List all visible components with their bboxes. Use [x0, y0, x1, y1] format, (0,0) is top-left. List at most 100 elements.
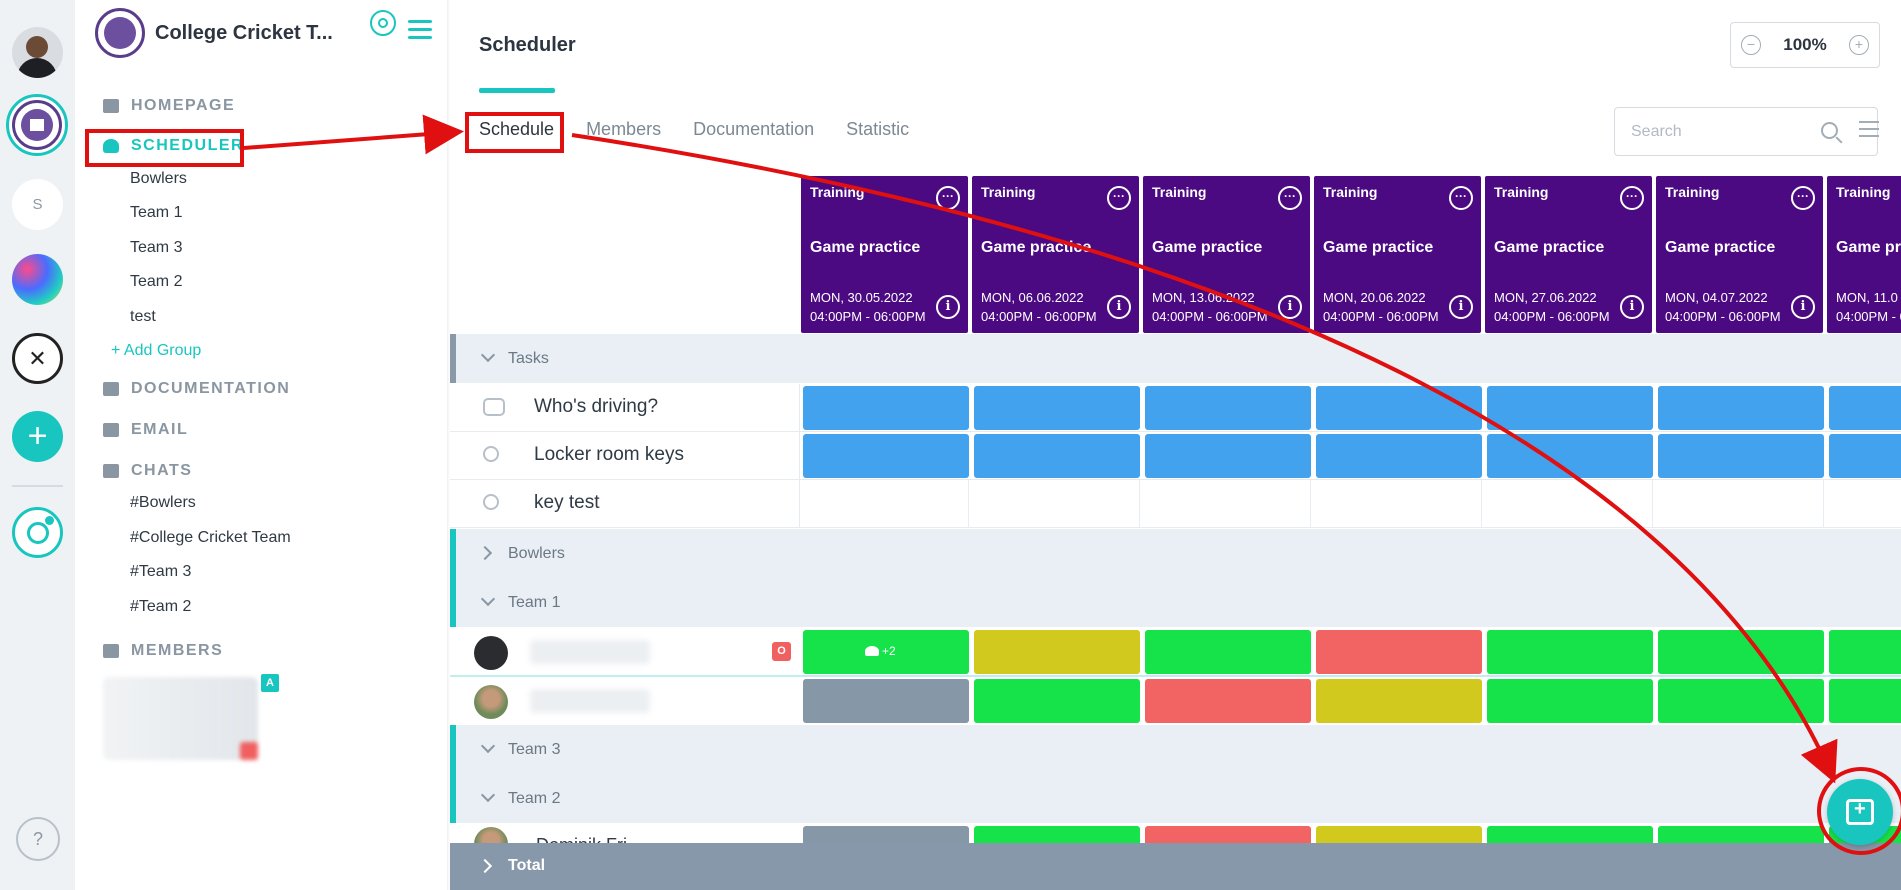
member-1-availability-cell[interactable]: +2	[803, 630, 969, 674]
sidebar-item-email[interactable]: EMAIL	[103, 421, 188, 439]
info-icon[interactable]: i	[1620, 295, 1644, 319]
sidebar-item-documentation[interactable]: DOCUMENTATION	[103, 380, 290, 398]
more-options-icon[interactable]: ···	[1107, 186, 1131, 210]
info-icon[interactable]: i	[936, 295, 960, 319]
task-whos-driving-cell[interactable]	[803, 386, 969, 430]
avatar[interactable]	[474, 685, 508, 719]
task-locker-room-keys-cell[interactable]	[1145, 434, 1311, 478]
task-key-test-cell[interactable]	[1316, 480, 1482, 528]
task-whos-driving-cell[interactable]	[1145, 386, 1311, 430]
avatar[interactable]	[474, 827, 508, 845]
task-locker-room-keys-cell[interactable]	[1829, 434, 1901, 478]
chat-bowlers[interactable]: #Bowlers	[130, 494, 196, 511]
member-preview-blurred[interactable]	[103, 677, 258, 760]
member-2-availability-cell[interactable]	[974, 679, 1140, 723]
info-icon[interactable]: i	[1107, 295, 1131, 319]
more-options-icon[interactable]: ···	[1620, 186, 1644, 210]
info-icon[interactable]: i	[1791, 295, 1815, 319]
task-whos-driving-cell[interactable]	[1316, 386, 1482, 430]
event-header[interactable]: Training ··· Game practice MON, 30.05.2022 0…	[801, 176, 968, 333]
task-key-test-cell[interactable]	[1658, 480, 1824, 528]
task-locker-room-keys-cell[interactable]	[803, 434, 969, 478]
group-row-bowlers[interactable]: Bowlers	[450, 529, 1901, 578]
sidebar-group-team-2[interactable]: Team 2	[130, 273, 183, 290]
task-key-test-cell[interactable]	[803, 480, 969, 528]
member-1-availability-cell[interactable]	[1487, 630, 1653, 674]
info-icon[interactable]: i	[1278, 295, 1302, 319]
member-1-availability-cell[interactable]	[974, 630, 1140, 674]
task-locker-room-keys-cell[interactable]	[1487, 434, 1653, 478]
tab-documentation[interactable]: Documentation	[693, 119, 815, 139]
tab-statistic[interactable]: Statistic	[846, 119, 910, 139]
event-header[interactable]: Training ··· Game practice MON, 20.06.2022 0…	[1314, 176, 1481, 333]
task-locker-room-keys-cell[interactable]	[1316, 434, 1482, 478]
zoom-out-button[interactable]: −	[1741, 35, 1761, 55]
member-2-availability-cell[interactable]	[1658, 679, 1824, 723]
group-row-team-1[interactable]: Team 1	[450, 578, 1901, 627]
zoom-in-button[interactable]: +	[1848, 35, 1869, 55]
search-input[interactable]	[1631, 122, 1801, 141]
event-header[interactable]: Training ··· Game practice MON, 27.06.2022 0…	[1485, 176, 1652, 333]
discover-button[interactable]	[12, 507, 63, 558]
group-row-team-2[interactable]: Team 2	[450, 774, 1901, 823]
task-whos-driving-cell[interactable]	[1658, 386, 1824, 430]
chat-team-3[interactable]: #Team 3	[130, 563, 192, 580]
group-row-team-3[interactable]: Team 3	[450, 725, 1901, 774]
org-crest-logo[interactable]: ✕	[12, 333, 63, 384]
task-key-test-cell[interactable]	[1145, 480, 1311, 528]
member-1-availability-cell[interactable]	[1316, 630, 1482, 674]
help-button[interactable]: ?	[16, 817, 60, 861]
event-header[interactable]: Training ··· Game practice MON, 13.06.2022 0…	[1143, 176, 1310, 333]
member-2-availability-cell[interactable]	[1487, 679, 1653, 723]
search-icon[interactable]	[1821, 122, 1838, 139]
hamburger-menu-icon[interactable]	[408, 20, 432, 44]
task-key-test-cell[interactable]	[974, 480, 1140, 528]
avatar[interactable]	[474, 636, 508, 670]
add-group-button[interactable]: + Add Group	[111, 342, 202, 359]
sidebar-item-chats[interactable]: CHATS	[103, 462, 192, 480]
task-key-test-cell[interactable]	[1829, 480, 1901, 528]
sidebar-group-team-3[interactable]: Team 3	[130, 239, 183, 256]
member-2-availability-cell[interactable]	[1829, 679, 1901, 723]
org-colorful-logo[interactable]	[12, 254, 63, 305]
chat-team-2[interactable]: #Team 2	[130, 598, 192, 615]
gear-icon[interactable]	[370, 10, 396, 36]
user-avatar[interactable]	[12, 27, 63, 78]
sidebar-item-scheduler[interactable]: SCHEDULER	[103, 137, 244, 155]
total-row[interactable]: Total	[450, 843, 1901, 890]
add-event-button[interactable]	[1827, 779, 1893, 845]
task-key-test-cell[interactable]	[1487, 480, 1653, 528]
tab-schedule[interactable]: Schedule	[479, 119, 555, 139]
org-s[interactable]: S	[12, 179, 63, 230]
sidebar-item-homepage[interactable]: HOMEPAGE	[103, 97, 235, 115]
member-1-availability-cell[interactable]	[1145, 630, 1311, 674]
task-whos-driving-cell[interactable]	[1487, 386, 1653, 430]
more-options-icon[interactable]: ···	[1278, 186, 1302, 210]
task-locker-room-keys-cell[interactable]	[1658, 434, 1824, 478]
filter-settings-icon[interactable]	[1859, 121, 1879, 142]
group-row-tasks[interactable]: Tasks	[450, 334, 1901, 383]
more-options-icon[interactable]: ···	[1449, 186, 1473, 210]
sidebar-group-bowlers[interactable]: Bowlers	[130, 170, 187, 187]
member-1-availability-cell[interactable]	[1829, 630, 1901, 674]
member-2-availability-cell[interactable]	[1316, 679, 1482, 723]
task-locker-room-keys-cell[interactable]	[974, 434, 1140, 478]
task-whos-driving-cell[interactable]	[1829, 386, 1901, 430]
sidebar-group-test[interactable]: test	[130, 308, 156, 325]
event-header[interactable]: Training ··· Game practice MON, 06.06.2022 0…	[972, 176, 1139, 333]
team-title[interactable]: College Cricket T...	[155, 21, 333, 44]
sidebar-item-members[interactable]: MEMBERS	[103, 642, 223, 660]
task-whos-driving-cell[interactable]	[974, 386, 1140, 430]
org-college-cricket-team[interactable]	[6, 94, 68, 156]
tab-members[interactable]: Members	[586, 119, 662, 139]
more-options-icon[interactable]: ···	[1791, 186, 1815, 210]
sidebar-group-team-1[interactable]: Team 1	[130, 204, 183, 221]
member-2-availability-cell[interactable]	[1145, 679, 1311, 723]
more-options-icon[interactable]: ···	[936, 186, 960, 210]
chat-college-cricket-team[interactable]: #College Cricket Team	[130, 529, 291, 546]
add-organization-button[interactable]: +	[12, 411, 63, 462]
event-header[interactable]: Training ··· Game practice MON, 04.07.2022 0…	[1656, 176, 1823, 333]
member-2-availability-cell[interactable]	[803, 679, 969, 723]
info-icon[interactable]: i	[1449, 295, 1473, 319]
